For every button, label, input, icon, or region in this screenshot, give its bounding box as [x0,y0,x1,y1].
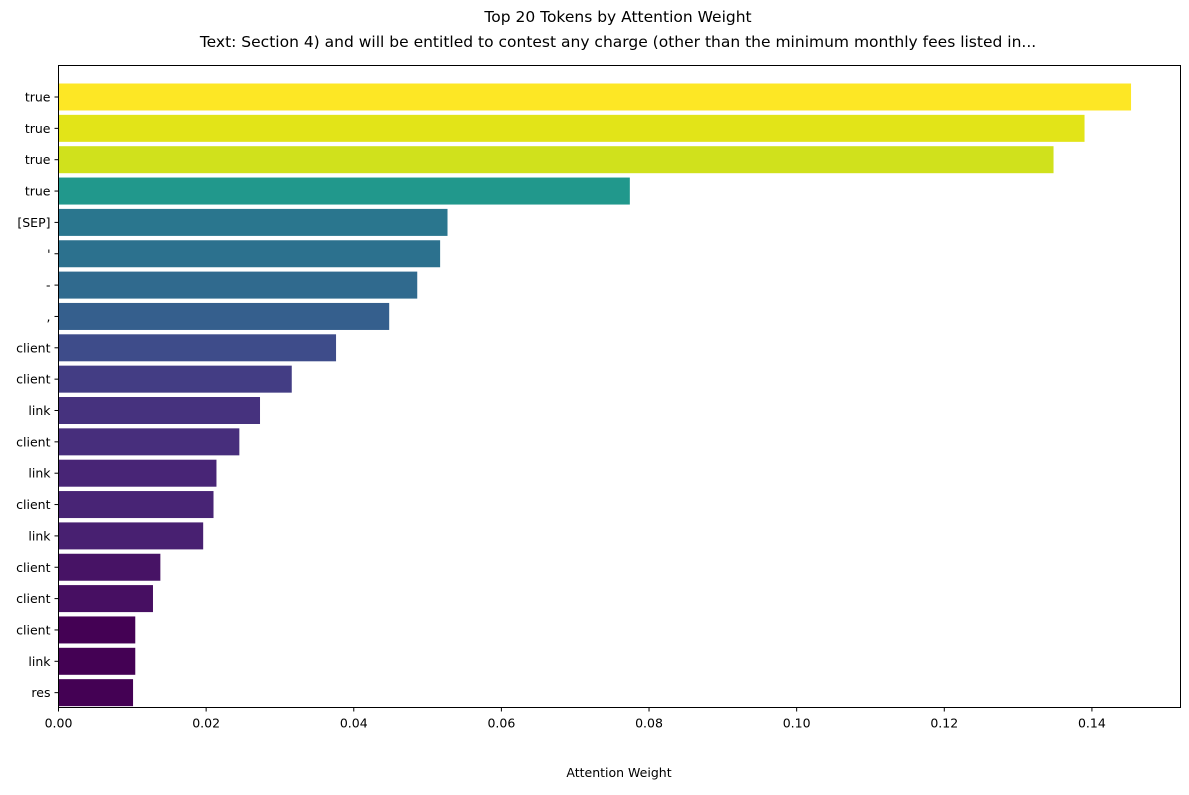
x-tick-label: 0.02 [192,716,220,731]
x-tick-label: 0.00 [45,716,73,731]
y-tick-label: link [28,528,51,543]
bar [58,177,630,205]
x-tick-label: 0.06 [487,716,515,731]
bar [58,647,136,675]
bar [58,334,337,362]
bar [58,208,448,236]
bar [58,271,418,299]
y-tick-label: link [28,403,51,418]
bar [58,522,204,550]
y-tick-label: res [31,685,50,700]
bar [58,553,161,581]
bar [58,616,136,644]
bar [58,365,292,393]
bar [58,679,134,707]
bar [58,146,1054,174]
bar [58,428,240,456]
y-axis-ticks: true true true true [SEP] ' -, client client link… [16,90,59,700]
y-tick-label: , [47,309,51,324]
x-tick-label: 0.08 [635,716,663,731]
y-tick-label: client [16,622,50,637]
bar [58,83,1132,111]
y-tick-label: client [16,372,50,387]
bar [58,585,153,613]
y-tick-label: client [16,340,50,355]
x-tick-label: 0.04 [340,716,368,731]
plot-frame [58,65,1181,708]
y-tick-label: true [25,121,51,136]
y-tick-label: link [28,466,51,481]
y-tick-label: client [16,497,50,512]
bars [58,83,1132,707]
y-tick-label: true [25,184,51,199]
y-tick-label: [SEP] [17,215,50,230]
x-tick-label: 0.12 [930,716,958,731]
y-tick-label: client [16,434,50,449]
bar [58,302,390,330]
chart-title: Top 20 Tokens by Attention Weight [483,8,751,26]
bar [58,114,1085,142]
bar [58,491,214,519]
y-tick-label: - [46,278,51,293]
y-tick-label: ' [47,246,50,261]
x-tick-label: 0.10 [783,716,811,731]
y-tick-label: link [28,654,51,669]
bar [58,397,261,424]
bar [58,459,217,487]
x-axis-label: Attention Weight [566,765,671,780]
x-axis-ticks: 0.00 0.02 0.04 0.06 0.08 0.10 0.12 0.14 [45,707,1106,731]
x-tick-label: 0.14 [1078,716,1106,731]
y-tick-label: true [25,152,51,167]
y-tick-label: true [25,90,51,105]
bar [58,240,441,268]
y-tick-label: client [16,591,50,606]
y-tick-label: client [16,560,50,575]
chart-subtitle: Text: Section 4) and will be entitled to… [199,33,1036,51]
